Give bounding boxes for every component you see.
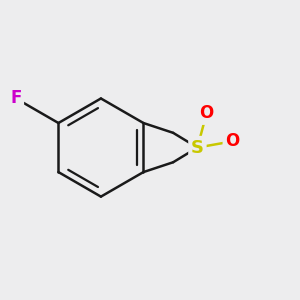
Text: F: F — [10, 89, 22, 107]
Text: O: O — [200, 104, 214, 122]
Text: O: O — [225, 132, 239, 150]
Text: S: S — [191, 139, 204, 157]
